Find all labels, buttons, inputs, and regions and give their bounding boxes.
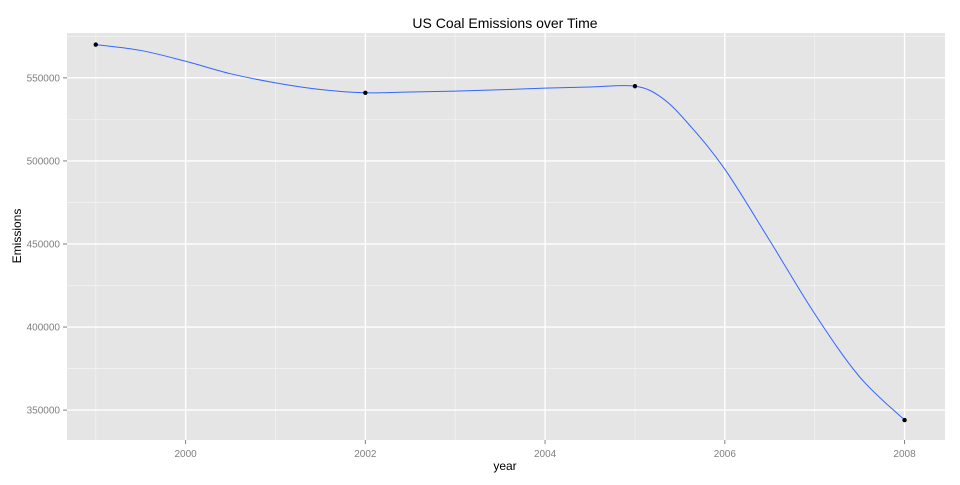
y-tick-label: 450000 (27, 239, 61, 250)
y-tick-label: 350000 (27, 406, 61, 417)
series-line-smooth (95, 44, 905, 421)
x-tick-label: 2000 (174, 449, 197, 460)
plot-panel (67, 33, 945, 440)
x-tick-label: 2002 (354, 449, 377, 460)
y-axis-ticks: 350000 400000 450000 500000 550000 (27, 73, 67, 417)
minor-gridlines (67, 33, 945, 440)
x-tick-label: 2004 (534, 449, 557, 460)
y-tick-label: 400000 (27, 323, 61, 334)
data-point (363, 90, 368, 96)
y-tick-label: 550000 (27, 73, 61, 84)
y-tick-label: 500000 (27, 156, 61, 167)
data-point (93, 42, 98, 47)
y-axis-label: Emissions (10, 209, 24, 264)
x-tick-label: 2006 (714, 449, 737, 460)
major-gridlines (67, 33, 945, 440)
data-point (902, 417, 907, 423)
x-axis-label: year (493, 459, 516, 473)
chart-title: US Coal Emissions over Time (412, 15, 597, 31)
x-tick-label: 2008 (893, 449, 916, 460)
data-point (632, 83, 638, 89)
data-points (93, 42, 907, 423)
x-axis-ticks: 2000 2002 2004 2006 2008 (174, 440, 916, 460)
